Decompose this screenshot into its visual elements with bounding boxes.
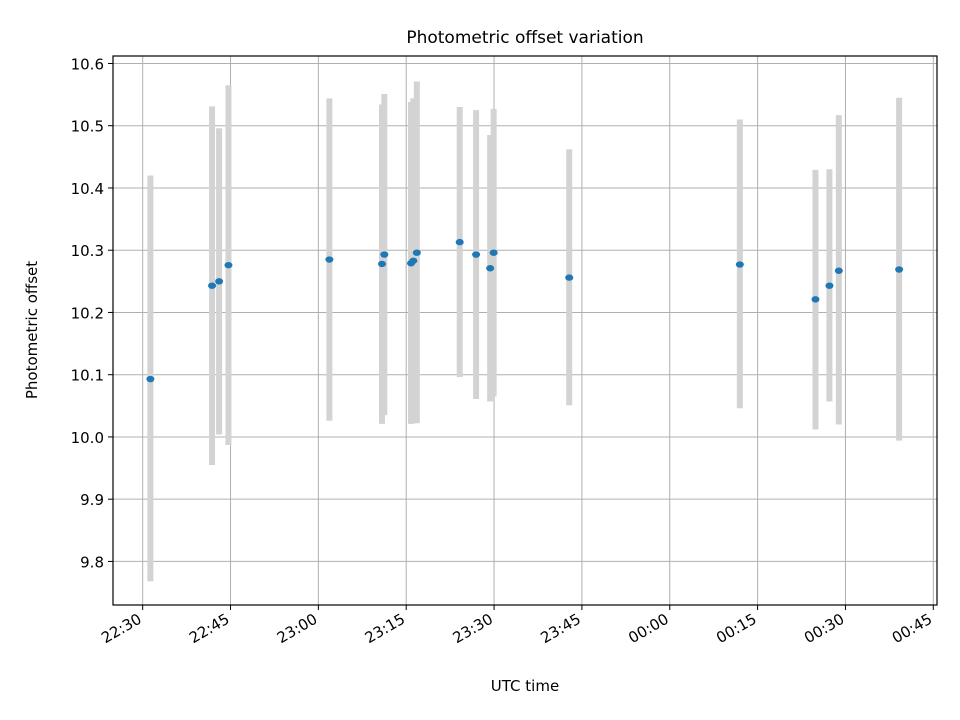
data-point: [409, 257, 418, 264]
plot-frame: [112, 55, 938, 606]
chart-title: Photometric offset variation: [406, 28, 643, 48]
data-point: [565, 274, 574, 281]
data-point: [489, 249, 498, 256]
data-point: [895, 266, 904, 273]
y-tick-label: 10.6: [71, 55, 104, 73]
y-axis-label: Photometric offset: [23, 261, 41, 399]
data-point: [224, 261, 233, 269]
data-point: [412, 249, 421, 256]
data-point: [208, 282, 217, 289]
y-tick-label: 10.1: [71, 367, 104, 385]
y-tick-label: 9.8: [80, 553, 104, 571]
y-axis-ticks: 9.8 9.9 10.0 10.1 10.2 10.3 10.4 10.5 10.6: [71, 55, 113, 571]
data-point: [325, 256, 334, 263]
data-point: [378, 260, 387, 268]
x-axis-label: UTC time: [491, 677, 559, 695]
y-tick-label: 10.5: [71, 118, 104, 136]
data-point: [455, 238, 464, 246]
data-point: [811, 296, 820, 303]
y-tick-label: 10.2: [71, 304, 104, 322]
data-point: [146, 375, 155, 383]
data-point: [472, 251, 481, 258]
data-points: [146, 238, 904, 383]
y-tick-label: 10.4: [71, 180, 104, 198]
data-point: [380, 251, 389, 258]
y-tick-label: 10.0: [71, 429, 104, 447]
data-point: [486, 265, 495, 272]
data-point: [735, 261, 744, 268]
y-tick-label: 10.3: [71, 242, 104, 260]
y-tick-label: 9.9: [80, 491, 104, 509]
data-point: [215, 278, 224, 285]
data-point: [825, 282, 834, 289]
data-point: [834, 267, 843, 274]
